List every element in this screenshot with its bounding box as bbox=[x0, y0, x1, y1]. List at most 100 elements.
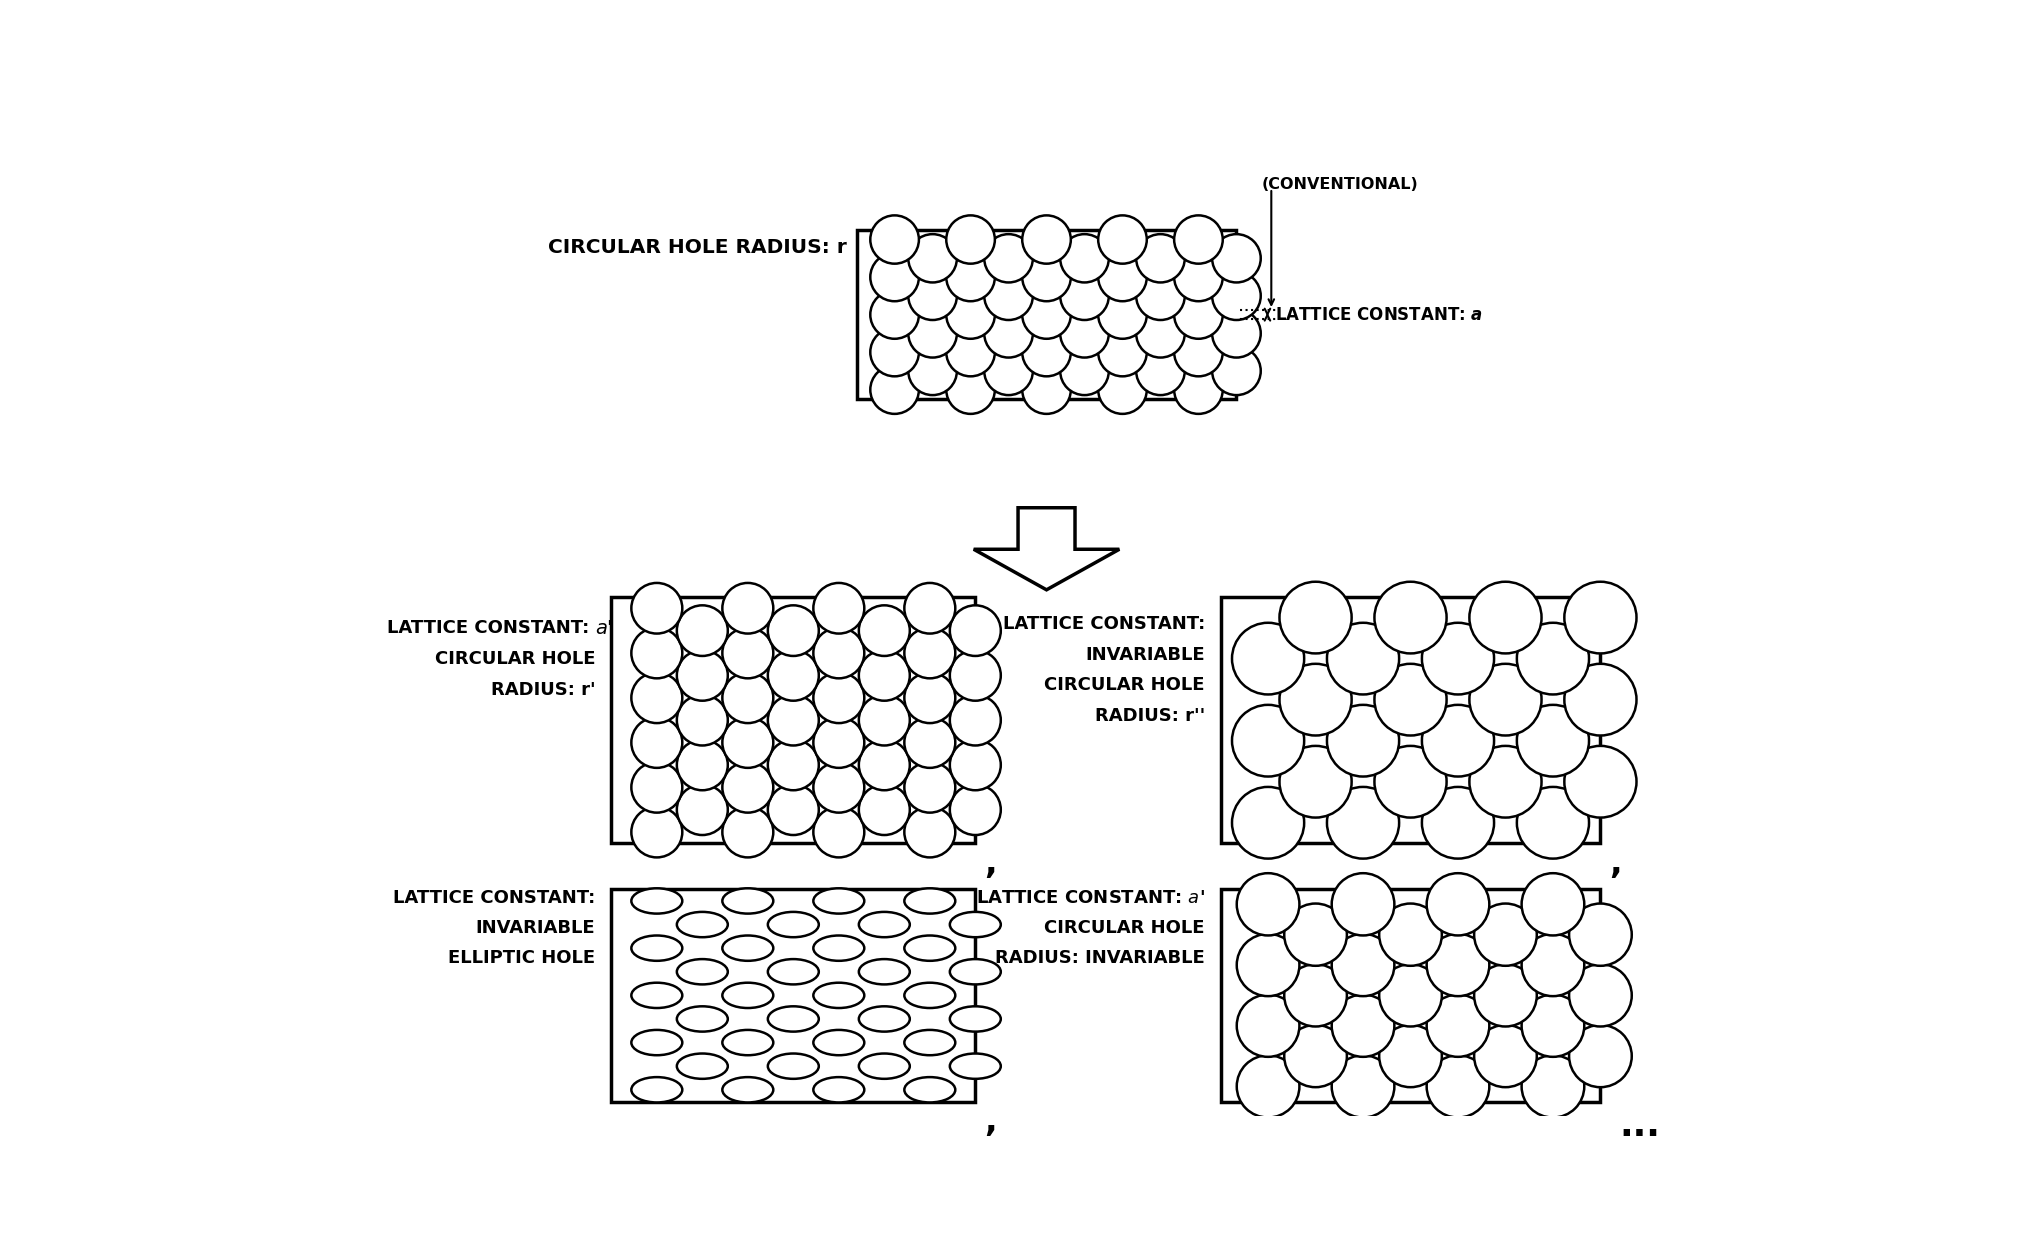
Ellipse shape bbox=[631, 935, 682, 961]
Ellipse shape bbox=[1564, 582, 1636, 653]
Ellipse shape bbox=[984, 234, 1033, 282]
Ellipse shape bbox=[631, 583, 682, 633]
Ellipse shape bbox=[860, 912, 911, 937]
Ellipse shape bbox=[860, 1006, 911, 1032]
Ellipse shape bbox=[723, 583, 774, 633]
Bar bbox=[1221, 597, 1601, 843]
Ellipse shape bbox=[1331, 994, 1395, 1057]
Ellipse shape bbox=[1374, 663, 1446, 736]
Bar bbox=[856, 231, 1235, 399]
Ellipse shape bbox=[1378, 904, 1442, 966]
Ellipse shape bbox=[1099, 329, 1148, 376]
Ellipse shape bbox=[768, 606, 819, 656]
Ellipse shape bbox=[1060, 310, 1109, 357]
Ellipse shape bbox=[723, 888, 774, 914]
Polygon shape bbox=[974, 508, 1119, 589]
Ellipse shape bbox=[1517, 788, 1589, 859]
Ellipse shape bbox=[676, 785, 727, 835]
Ellipse shape bbox=[1517, 705, 1589, 776]
Ellipse shape bbox=[950, 959, 1001, 984]
Ellipse shape bbox=[676, 1006, 727, 1032]
Ellipse shape bbox=[1474, 964, 1538, 1027]
Ellipse shape bbox=[631, 888, 682, 914]
Ellipse shape bbox=[1231, 623, 1305, 695]
Ellipse shape bbox=[905, 983, 956, 1008]
Ellipse shape bbox=[676, 606, 727, 656]
Ellipse shape bbox=[1421, 788, 1495, 859]
Ellipse shape bbox=[1521, 873, 1585, 935]
Ellipse shape bbox=[1521, 994, 1585, 1057]
Ellipse shape bbox=[1284, 964, 1348, 1027]
Ellipse shape bbox=[1280, 746, 1352, 818]
Ellipse shape bbox=[905, 806, 956, 858]
Ellipse shape bbox=[813, 672, 864, 724]
Ellipse shape bbox=[1378, 1025, 1442, 1087]
Ellipse shape bbox=[1135, 310, 1184, 357]
Ellipse shape bbox=[1427, 994, 1489, 1057]
Text: ELLIPTIC HOLE: ELLIPTIC HOLE bbox=[449, 949, 596, 967]
Ellipse shape bbox=[1564, 663, 1636, 736]
Ellipse shape bbox=[723, 717, 774, 767]
Ellipse shape bbox=[1421, 623, 1495, 695]
Ellipse shape bbox=[1470, 663, 1542, 736]
Ellipse shape bbox=[1023, 253, 1070, 301]
Ellipse shape bbox=[631, 672, 682, 724]
Ellipse shape bbox=[905, 888, 956, 914]
Ellipse shape bbox=[1521, 934, 1585, 996]
Ellipse shape bbox=[631, 1077, 682, 1102]
Ellipse shape bbox=[1213, 234, 1260, 282]
Ellipse shape bbox=[1421, 705, 1495, 776]
Ellipse shape bbox=[631, 983, 682, 1008]
Ellipse shape bbox=[1060, 234, 1109, 282]
Ellipse shape bbox=[860, 959, 911, 984]
Ellipse shape bbox=[676, 1053, 727, 1078]
Ellipse shape bbox=[950, 650, 1001, 701]
Ellipse shape bbox=[1474, 904, 1538, 966]
Text: ...: ... bbox=[1619, 1110, 1660, 1144]
Ellipse shape bbox=[813, 888, 864, 914]
Ellipse shape bbox=[905, 935, 956, 961]
Ellipse shape bbox=[1284, 904, 1348, 966]
Text: LATTICE CONSTANT:: LATTICE CONSTANT: bbox=[394, 889, 596, 907]
Ellipse shape bbox=[1237, 1056, 1299, 1117]
Ellipse shape bbox=[1023, 329, 1070, 376]
Text: LATTICE CONSTANT:: LATTICE CONSTANT: bbox=[388, 619, 596, 637]
Text: CIRCULAR HOLE: CIRCULAR HOLE bbox=[1043, 676, 1205, 695]
Ellipse shape bbox=[860, 650, 911, 701]
Ellipse shape bbox=[676, 650, 727, 701]
Ellipse shape bbox=[1135, 234, 1184, 282]
Ellipse shape bbox=[1521, 1056, 1585, 1117]
Ellipse shape bbox=[1060, 347, 1109, 395]
Text: CIRCULAR HOLE RADIUS: r: CIRCULAR HOLE RADIUS: r bbox=[549, 237, 847, 257]
Ellipse shape bbox=[813, 1030, 864, 1055]
Ellipse shape bbox=[813, 628, 864, 678]
Text: CIRCULAR HOLE: CIRCULAR HOLE bbox=[435, 651, 596, 668]
Ellipse shape bbox=[1174, 291, 1223, 339]
Text: LATTICE CONSTANT:: LATTICE CONSTANT: bbox=[1003, 614, 1205, 632]
Text: RADIUS: INVARIABLE: RADIUS: INVARIABLE bbox=[994, 949, 1205, 967]
Ellipse shape bbox=[813, 583, 864, 633]
Text: ,: , bbox=[1609, 848, 1621, 880]
Ellipse shape bbox=[768, 1006, 819, 1032]
Ellipse shape bbox=[1023, 291, 1070, 339]
Ellipse shape bbox=[950, 912, 1001, 937]
Ellipse shape bbox=[1099, 366, 1148, 414]
Ellipse shape bbox=[945, 366, 994, 414]
Ellipse shape bbox=[1099, 216, 1148, 263]
Ellipse shape bbox=[984, 272, 1033, 320]
Ellipse shape bbox=[723, 935, 774, 961]
Ellipse shape bbox=[1237, 873, 1299, 935]
Ellipse shape bbox=[1213, 347, 1260, 395]
Ellipse shape bbox=[1470, 746, 1542, 818]
Ellipse shape bbox=[723, 672, 774, 724]
Ellipse shape bbox=[909, 234, 958, 282]
Ellipse shape bbox=[870, 253, 919, 301]
Ellipse shape bbox=[984, 347, 1033, 395]
Ellipse shape bbox=[813, 983, 864, 1008]
Ellipse shape bbox=[1280, 582, 1352, 653]
Ellipse shape bbox=[768, 785, 819, 835]
Ellipse shape bbox=[723, 983, 774, 1008]
Bar bbox=[611, 597, 976, 843]
Ellipse shape bbox=[723, 762, 774, 813]
Ellipse shape bbox=[860, 740, 911, 790]
